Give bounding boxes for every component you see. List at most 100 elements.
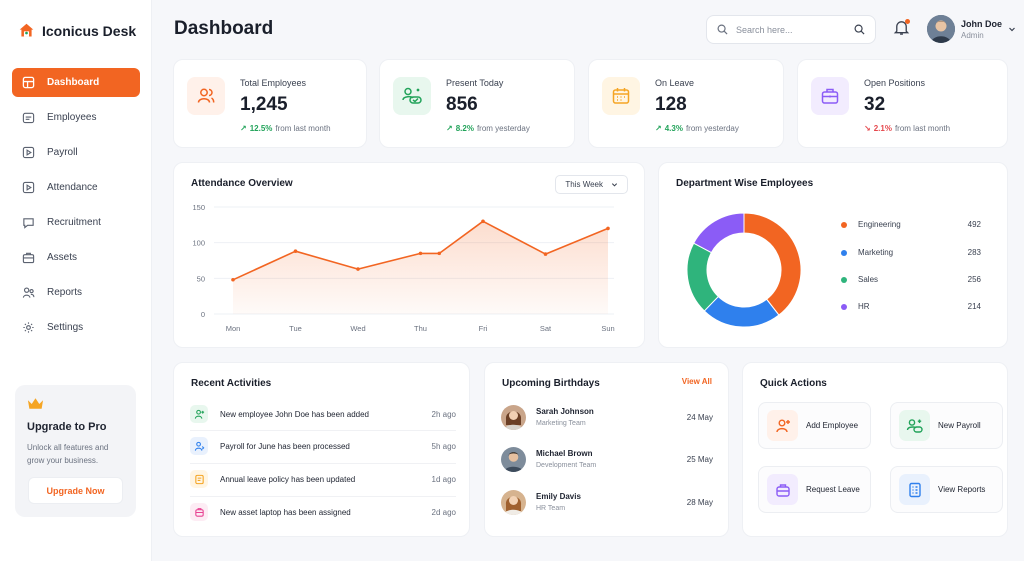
sidebar-item-label: Dashboard — [47, 77, 100, 88]
legend-dot — [841, 303, 847, 310]
birthday-name: Sarah Johnson — [536, 407, 594, 416]
upgrade-now-button[interactable]: Upgrade Now — [28, 477, 123, 504]
sidebar-item-label: Payroll — [47, 147, 78, 158]
sidebar-item-label: Attendance — [47, 182, 98, 193]
attendance-area — [233, 221, 608, 314]
x-tick-label: Sun — [601, 324, 614, 333]
birthday-item[interactable]: Sarah Johnson Marketing Team 24 May — [501, 402, 713, 432]
legend-item-hr: HR 214 — [841, 302, 981, 311]
search-input[interactable] — [736, 24, 846, 35]
activity-item[interactable]: New asset laptop has been assigned 2d ag… — [190, 499, 456, 525]
attendance-chart: 0 50 100 150 Mon Tue Wed Thu Fri Sat Sun — [192, 203, 614, 333]
legend-item-engineering: Engineering 492 — [841, 220, 981, 229]
user-menu[interactable]: John Doe Admin — [927, 15, 1016, 43]
add-employee-icon — [775, 419, 790, 432]
slice-engineering[interactable] — [743, 212, 802, 316]
sidebar-item-employees[interactable]: Employees — [12, 103, 140, 132]
activity-text: New employee John Doe has been added — [220, 409, 369, 419]
users-icon — [197, 88, 215, 103]
slice-sales[interactable] — [686, 242, 719, 312]
birthday-item[interactable]: Michael Brown Development Team 25 May — [501, 444, 713, 474]
bell-icon — [893, 21, 910, 35]
brand[interactable]: Iconicus Desk — [18, 22, 136, 39]
sidebar-item-settings[interactable]: Settings — [12, 313, 140, 342]
stat-value: 1,245 — [240, 94, 288, 115]
add-employee-button[interactable]: Add Employee — [758, 402, 871, 449]
legend-item-marketing: Marketing 283 — [841, 248, 981, 257]
data-point — [418, 251, 423, 256]
legend-dot — [841, 249, 847, 256]
divider — [190, 496, 456, 497]
stat-icon-box — [393, 77, 431, 115]
new-payroll-button[interactable]: New Payroll — [890, 402, 1003, 449]
trend-period: from yesterday — [476, 124, 530, 133]
data-point — [231, 277, 235, 282]
sidebar-item-dashboard[interactable]: Dashboard — [12, 68, 140, 97]
department-wise-card: Department Wise Employees Engineering 49… — [658, 162, 1008, 348]
legend-dot — [841, 276, 847, 283]
activity-item[interactable]: Annual leave policy has been updated 1d … — [190, 466, 456, 492]
stat-card-on-leave[interactable]: On Leave 128 ↗ 4.3% from yesterday — [588, 59, 784, 148]
search-submit-icon[interactable] — [854, 24, 865, 35]
stat-icon-box — [187, 77, 225, 115]
view-all-link[interactable]: View All — [681, 377, 712, 386]
notifications-button[interactable] — [893, 19, 910, 41]
stat-card-open-positions[interactable]: Open Positions 32 ↘ 2.1% from last month — [797, 59, 1008, 148]
qa-label: Request Leave — [806, 485, 860, 494]
slice-marketing[interactable] — [703, 295, 780, 328]
qa-label: Add Employee — [806, 421, 859, 430]
stat-card-total-employees[interactable]: Total Employees 1,245 ↗ 12.5% from last … — [173, 59, 367, 148]
trend-period: from last month — [894, 124, 951, 133]
user-name: John Doe — [961, 18, 1003, 29]
card-title: Department Wise Employees — [676, 178, 814, 189]
recent-activities-card: Recent Activities New employee John Doe … — [173, 362, 470, 537]
birthday-info: Michael Brown Development Team — [536, 449, 596, 469]
data-point — [437, 251, 442, 256]
dropdown-value: This Week — [565, 180, 603, 189]
view-reports-button[interactable]: View Reports — [890, 466, 1003, 513]
crown-icon — [27, 398, 44, 409]
qa-icon-box — [767, 410, 798, 441]
birthday-team: Marketing Team — [536, 420, 586, 427]
document-icon — [194, 474, 204, 484]
birthday-team: HR Team — [536, 505, 566, 512]
sidebar-item-payroll[interactable]: Payroll — [12, 138, 140, 167]
stat-card-present-today[interactable]: Present Today 856 ↗ 8.2% from yesterday — [379, 59, 575, 148]
sidebar-item-attendance[interactable]: Attendance — [12, 173, 140, 202]
y-tick-label: 100 — [192, 239, 205, 248]
trend-up-icon: ↗ — [240, 124, 247, 133]
trend-value: 2.1% — [873, 124, 892, 133]
birthday-date: 24 May — [686, 412, 713, 422]
activity-text: Annual leave policy has been updated — [220, 474, 356, 484]
legend-item-sales: Sales 256 — [841, 275, 981, 284]
reports-icon — [22, 287, 35, 298]
divider — [190, 463, 456, 464]
stat-icon-box — [602, 77, 640, 115]
recruitment-icon — [23, 218, 34, 229]
activity-item[interactable]: Payroll for June has been processed 5h a… — [190, 433, 456, 459]
trend-up-icon: ↗ — [655, 124, 662, 133]
sidebar-item-assets[interactable]: Assets — [12, 243, 140, 272]
sidebar-item-recruitment[interactable]: Recruitment — [12, 208, 140, 237]
legend-value: 492 — [967, 220, 981, 229]
attendance-overview-card: Attendance Overview This Week 0 50 100 150 … — [173, 162, 645, 348]
employees-icon — [22, 112, 35, 124]
week-filter-dropdown[interactable]: This Week — [555, 175, 628, 194]
activity-time: 2d ago — [431, 507, 456, 517]
sidebar-item-reports[interactable]: Reports — [12, 278, 140, 307]
search-icon — [717, 24, 728, 35]
chevron-down-icon — [1009, 27, 1015, 32]
birthday-item[interactable]: Emily Davis HR Team 28 May — [501, 487, 713, 517]
card-title: Upcoming Birthdays — [502, 378, 600, 389]
activity-time: 1d ago — [431, 474, 456, 484]
birthday-info: Emily Davis HR Team — [536, 492, 581, 512]
search-box — [706, 15, 876, 44]
y-tick-label: 50 — [197, 274, 205, 283]
stat-label: On Leave — [655, 78, 695, 88]
act-icon-box — [190, 405, 208, 423]
request-leave-button[interactable]: Request Leave — [758, 466, 871, 513]
slice-hr[interactable] — [693, 212, 745, 254]
briefcase-icon — [821, 88, 839, 104]
activity-item[interactable]: New employee John Doe has been added 2h … — [190, 401, 456, 427]
page-title: Dashboard — [174, 18, 274, 39]
